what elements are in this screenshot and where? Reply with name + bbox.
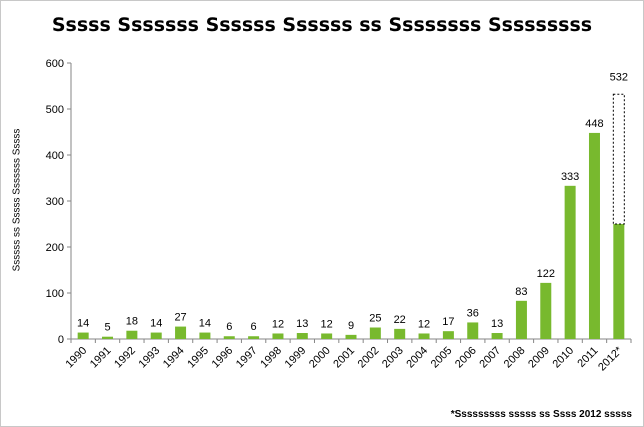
data-label: 6 <box>251 321 257 333</box>
data-label: 13 <box>296 318 308 330</box>
data-label: 13 <box>491 318 503 330</box>
data-label: 448 <box>585 118 603 130</box>
data-label: 14 <box>199 318 211 330</box>
bar <box>321 333 333 339</box>
chart-title: Sssss Sssssss Ssssss Ssssss ss Ssssssss … <box>51 14 593 36</box>
bar <box>126 330 138 339</box>
y-tick-label: 600 <box>46 58 64 70</box>
bar <box>418 333 430 339</box>
x-tick-label: 2012* <box>596 344 625 373</box>
x-tick-label: 1990 <box>63 345 89 371</box>
projection-label: 532 <box>610 71 628 83</box>
x-tick-label: 2007 <box>477 345 503 371</box>
x-tick-label: 2003 <box>380 345 406 371</box>
bar <box>223 336 235 339</box>
x-tick-label: 1999 <box>283 345 309 371</box>
bar <box>394 328 406 339</box>
data-label: 14 <box>77 318 89 330</box>
data-label: 22 <box>394 314 406 326</box>
bar <box>491 333 503 339</box>
x-tick-label: 2002 <box>356 345 382 371</box>
bar <box>588 132 600 339</box>
bar <box>564 185 576 339</box>
x-tick-label: 2001 <box>331 345 357 371</box>
x-tick-label: 1993 <box>137 345 163 371</box>
bar <box>515 300 527 339</box>
bar <box>540 282 552 339</box>
y-tick-label: 0 <box>58 334 64 346</box>
bar <box>467 322 479 339</box>
bar <box>150 332 162 339</box>
data-label: 12 <box>418 318 430 330</box>
bar <box>613 224 625 339</box>
data-label: 36 <box>467 307 479 319</box>
bar <box>369 327 381 339</box>
data-label: 14 <box>150 318 162 330</box>
y-tick-label: 300 <box>46 196 64 208</box>
data-label: 27 <box>174 312 186 324</box>
y-tick-label: 200 <box>46 242 64 254</box>
x-tick-label: 2006 <box>453 345 479 371</box>
data-label: 333 <box>561 171 579 183</box>
x-tick-label: 1996 <box>210 345 236 371</box>
x-tick-label: 1997 <box>234 345 260 371</box>
x-tick-label: 2000 <box>307 345 333 371</box>
footnote: *Sssssssss sssss ss Ssss 2012 sssss <box>450 409 632 420</box>
x-tick-label: 1992 <box>112 345 138 371</box>
x-tick-label: 2010 <box>550 345 576 371</box>
x-tick-label: 2008 <box>502 345 528 371</box>
data-label: 25 <box>369 313 381 325</box>
x-tick-label: 1995 <box>185 345 211 371</box>
data-label: 6 <box>226 321 232 333</box>
data-label: 9 <box>348 320 354 332</box>
y-tick-label: 400 <box>46 150 64 162</box>
bar <box>175 326 187 339</box>
bar <box>248 336 260 339</box>
data-label: 12 <box>321 318 333 330</box>
bar <box>345 334 357 339</box>
x-tick-label: 1994 <box>161 345 187 371</box>
bar <box>272 333 284 339</box>
data-label: 18 <box>126 316 138 328</box>
data-label: 122 <box>537 268 555 280</box>
projection-bar <box>612 93 625 225</box>
bar <box>296 333 308 339</box>
bar <box>199 332 211 339</box>
x-tick-label: 2005 <box>429 345 455 371</box>
x-tick-label: 1991 <box>88 345 114 371</box>
data-label: 17 <box>442 316 454 328</box>
bar <box>442 331 454 339</box>
x-tick-label: 2009 <box>526 345 552 371</box>
x-tick-label: 1998 <box>258 345 284 371</box>
y-tick-label: 100 <box>46 288 64 300</box>
y-tick-label: 500 <box>46 104 64 116</box>
data-label: 5 <box>104 322 110 334</box>
data-label: 12 <box>272 318 284 330</box>
data-label: 83 <box>515 286 527 298</box>
bar <box>102 336 114 339</box>
bar <box>77 332 89 339</box>
x-tick-label: 2004 <box>404 345 430 371</box>
